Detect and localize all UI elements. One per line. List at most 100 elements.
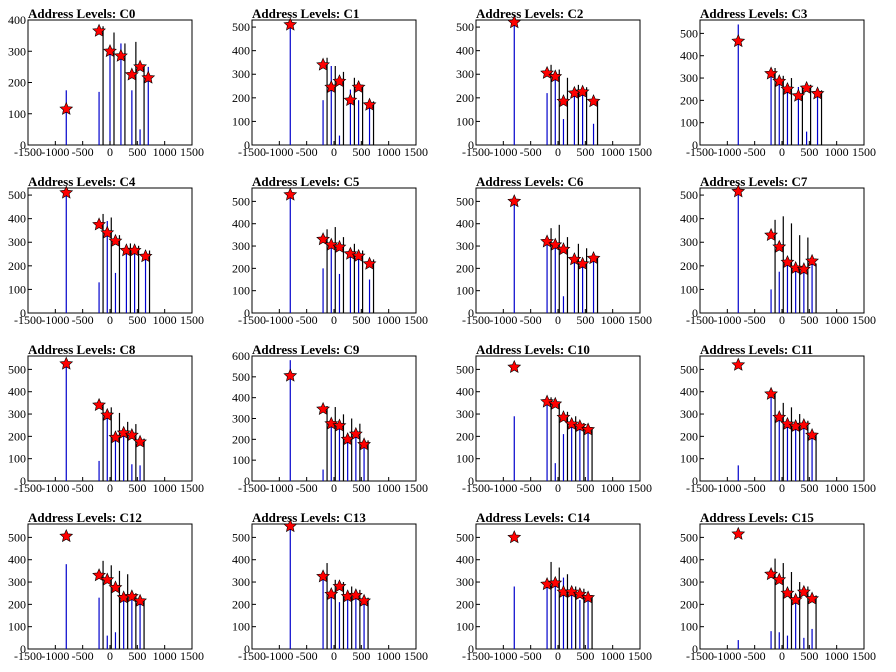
y-tick-label: 400 [456,385,474,399]
x-tick-label: 1500 [852,313,876,327]
peak-marker [796,262,811,276]
y-tick-label: 0 [244,138,250,152]
peak-marker [548,69,563,83]
x-tick-label: -1500 [14,145,42,159]
x-tick-label: -1500 [238,313,266,327]
y-tick-label: 500 [456,362,474,376]
y-tick-label: 200 [232,597,250,611]
x-tick-label: -500 [296,481,318,495]
x-tick-label: -1000 [489,481,517,495]
x-tick-label: 0 [779,481,785,495]
x-tick-label: 1500 [628,313,652,327]
x-tick-label: -1500 [462,313,490,327]
chart-title: Address Levels: C4 [28,174,136,189]
x-tick-label: -1000 [41,481,69,495]
peak-marker [586,94,601,108]
x-tick-label: -500 [744,313,766,327]
peak-marker [116,425,131,439]
y-tick-label: 100 [232,114,250,128]
y-tick-label: 200 [456,261,474,275]
peak-marker [283,368,298,382]
y-tick-label: 500 [680,188,698,202]
peak-marker [92,217,106,231]
chart-svg: Address Levels: C30100200300400500-1500-… [680,6,876,159]
y-tick-label: 200 [8,76,26,90]
peak-marker [772,74,787,88]
peak-marker [362,97,377,111]
y-tick-label: 500 [680,26,698,40]
chart-panel: Address Levels: C1 0 100 200 300 400 500 -1500-… [224,0,448,168]
x-tick-label: 1000 [601,649,625,663]
x-tick-label: 500 [576,649,594,663]
y-tick-label: 400 [456,217,474,231]
x-tick-label: -1500 [686,313,714,327]
chart-title: Address Levels: C12 [28,510,142,525]
peak-marker [357,437,371,451]
peak-marker [731,526,746,540]
peak-marker [59,529,74,543]
x-tick-label: 500 [128,145,146,159]
x-tick-label: 1500 [180,481,204,495]
peak-marker [316,232,330,246]
peak-marker [332,579,347,593]
chart-svg: Address Levels: C9 0 100 200 300 400 500 600 -15… [232,342,428,495]
y-tick-label: 300 [232,67,250,81]
x-tick-label: 1000 [153,145,177,159]
y-tick-label: 400 [680,212,698,226]
peak-marker [92,397,106,411]
x-tick-label: 1500 [180,145,204,159]
peak-marker [316,569,330,583]
x-tick-label: 0 [107,313,113,327]
y-tick-label: 100 [232,453,250,467]
x-tick-label: 0 [555,649,561,663]
peak-marker [586,251,601,265]
chart-svg: Address Levels: C10 0 100 200 300 400 500 -1500… [456,342,652,495]
x-tick-label: -500 [744,145,766,159]
y-tick-label: 500 [680,530,698,544]
chart-title: Address Levels: C1 [252,6,359,21]
x-tick-label: 1000 [153,313,177,327]
x-tick-label: -1500 [686,649,714,663]
y-tick-label: 200 [232,91,250,105]
x-tick-label: 500 [576,313,594,327]
x-tick-label: 0 [331,649,337,663]
peak-marker [100,225,115,239]
plot-frame [699,523,865,650]
y-tick-label: 300 [680,71,698,85]
chart-panel: Address Levels: C4 0 100 200 300 400 500 -1500-… [0,168,224,336]
peak-marker [114,48,128,62]
x-tick-label: -1000 [489,313,517,327]
x-tick-label: -1500 [686,145,714,159]
peak-marker [316,401,330,415]
y-tick-label: 300 [8,44,26,58]
x-tick-label: 1000 [377,481,401,495]
chart-title: Address Levels: C10 [476,342,590,357]
y-tick-label: 600 [232,349,250,363]
plot-frame [251,187,417,314]
chart-title: Address Levels: C8 [28,342,136,357]
x-tick-label: -1000 [489,649,517,663]
y-tick-label: 300 [680,575,698,589]
y-tick-label: 300 [680,407,698,421]
x-tick-label: -500 [744,649,766,663]
y-tick-label: 200 [8,597,26,611]
y-tick-label: 200 [456,91,474,105]
x-tick-label: -1000 [41,313,69,327]
x-tick-label: 1000 [825,481,849,495]
plot-frame [475,187,641,314]
peak-marker [805,253,819,267]
peak-marker [332,418,347,432]
y-tick-label: 400 [8,13,26,27]
y-tick-label: 100 [456,284,474,298]
peak-marker [507,359,522,374]
y-tick-label: 400 [680,385,698,399]
x-tick-label: -1500 [14,649,42,663]
x-tick-label: -1500 [462,649,490,663]
y-tick-label: 0 [20,306,26,320]
plot-frame [475,19,641,146]
x-tick-label: -1500 [238,649,266,663]
peak-marker [324,237,339,251]
chart-svg: Address Levels: C0 0 100 200 300 400 -1500 -100… [8,6,204,159]
x-tick-label: 1500 [180,313,204,327]
chart-panel: Address Levels: C2 0 100 200 300 400 500 -1500-… [448,0,672,168]
